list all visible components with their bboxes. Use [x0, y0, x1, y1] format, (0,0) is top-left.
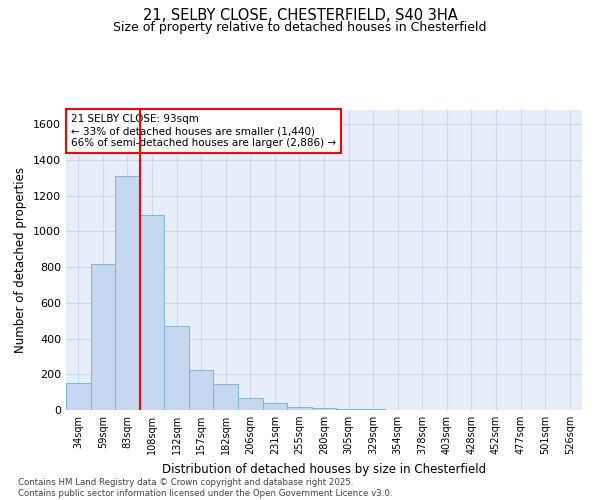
Bar	[287, 407, 312, 410]
Y-axis label: Number of detached properties: Number of detached properties	[14, 167, 28, 353]
Bar	[263, 403, 287, 410]
Text: 21, SELBY CLOSE, CHESTERFIELD, S40 3HA: 21, SELBY CLOSE, CHESTERFIELD, S40 3HA	[143, 8, 457, 22]
Bar	[312, 408, 336, 410]
Bar	[140, 216, 164, 410]
X-axis label: Distribution of detached houses by size in Chesterfield: Distribution of detached houses by size …	[162, 462, 486, 475]
Bar	[238, 398, 263, 410]
Bar	[214, 384, 238, 410]
Bar	[164, 326, 189, 410]
Bar	[336, 409, 361, 410]
Text: Size of property relative to detached houses in Chesterfield: Size of property relative to detached ho…	[113, 21, 487, 34]
Bar	[66, 383, 91, 410]
Bar	[91, 264, 115, 410]
Text: Contains HM Land Registry data © Crown copyright and database right 2025.
Contai: Contains HM Land Registry data © Crown c…	[18, 478, 392, 498]
Text: 21 SELBY CLOSE: 93sqm
← 33% of detached houses are smaller (1,440)
66% of semi-d: 21 SELBY CLOSE: 93sqm ← 33% of detached …	[71, 114, 336, 148]
Bar	[189, 370, 214, 410]
Bar	[115, 176, 140, 410]
